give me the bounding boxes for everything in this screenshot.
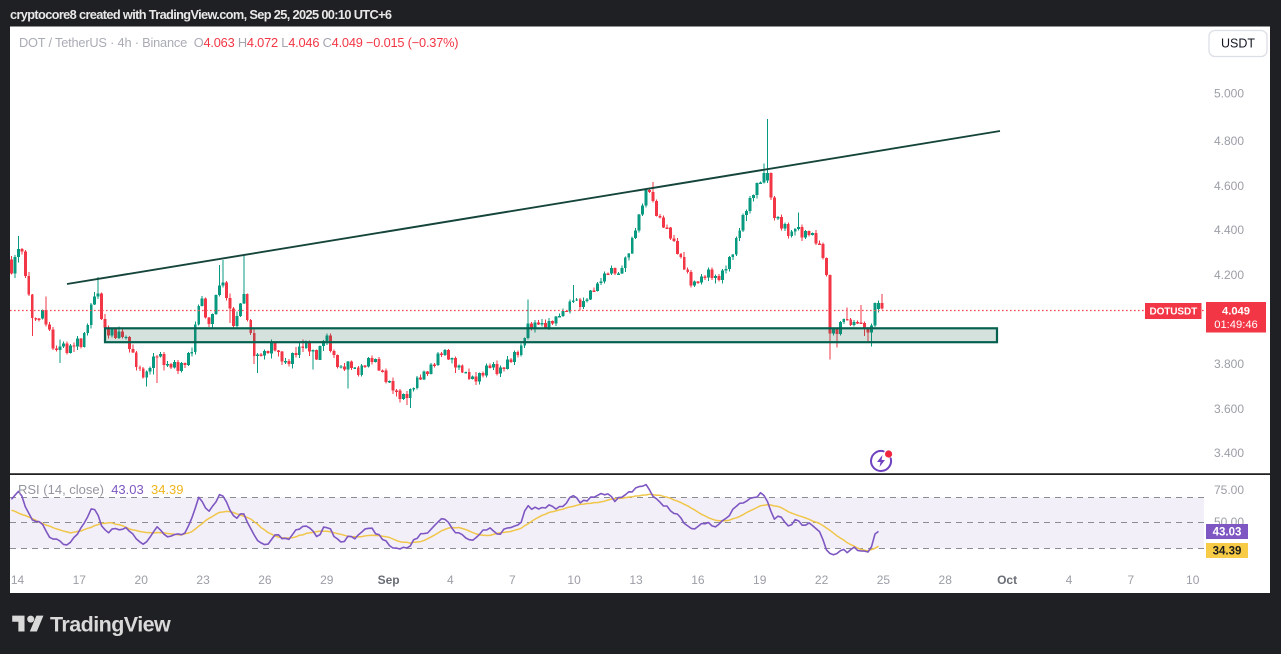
svg-text:TradingView: TradingView [50,613,171,637]
svg-text:22: 22 [815,573,829,587]
svg-text:4: 4 [1066,573,1073,587]
svg-text:14: 14 [11,573,25,587]
svg-text:4.049: 4.049 [1222,305,1250,317]
svg-text:28: 28 [939,573,953,587]
svg-text:75.00: 75.00 [1214,483,1244,497]
svg-text:20: 20 [135,573,149,587]
svg-text:Sep: Sep [378,573,400,587]
svg-text:4.200: 4.200 [1214,268,1244,282]
svg-text:Oct: Oct [997,573,1017,587]
svg-text:7: 7 [1127,573,1134,587]
svg-text:cryptocore8 created with Tradi: cryptocore8 created with TradingView.com… [10,7,392,22]
svg-text:17: 17 [73,573,87,587]
svg-text:13: 13 [629,573,643,587]
svg-text:3.600: 3.600 [1214,402,1244,416]
svg-text:16: 16 [691,573,705,587]
svg-text:01:49:46: 01:49:46 [1214,319,1258,331]
svg-text:25: 25 [877,573,891,587]
svg-text:3.400: 3.400 [1214,446,1244,460]
svg-text:29: 29 [320,573,334,587]
svg-text:5.000: 5.000 [1214,87,1244,101]
svg-text:10: 10 [567,573,581,587]
svg-text:DOT / TetherUS · 4h · Binance: DOT / TetherUS · 4h · Binance O4.063 H4.… [19,35,458,50]
svg-text:3.800: 3.800 [1214,357,1244,371]
svg-text:USDT: USDT [1221,37,1255,51]
svg-text:4.600: 4.600 [1214,179,1244,193]
svg-text:4.800: 4.800 [1214,134,1244,148]
svg-text:19: 19 [753,573,767,587]
svg-text:26: 26 [258,573,272,587]
svg-text:7: 7 [509,573,516,587]
svg-text:34.39: 34.39 [1213,546,1242,558]
svg-text:10: 10 [1186,573,1200,587]
svg-text:23: 23 [196,573,210,587]
svg-text:DOTUSDT: DOTUSDT [1149,307,1197,318]
svg-text:RSI (14, close) 43.03 34.39: RSI (14, close) 43.03 34.39 [18,482,184,497]
svg-text:43.03: 43.03 [1213,527,1242,539]
svg-text:4.400: 4.400 [1214,223,1244,237]
svg-text:4: 4 [447,573,454,587]
